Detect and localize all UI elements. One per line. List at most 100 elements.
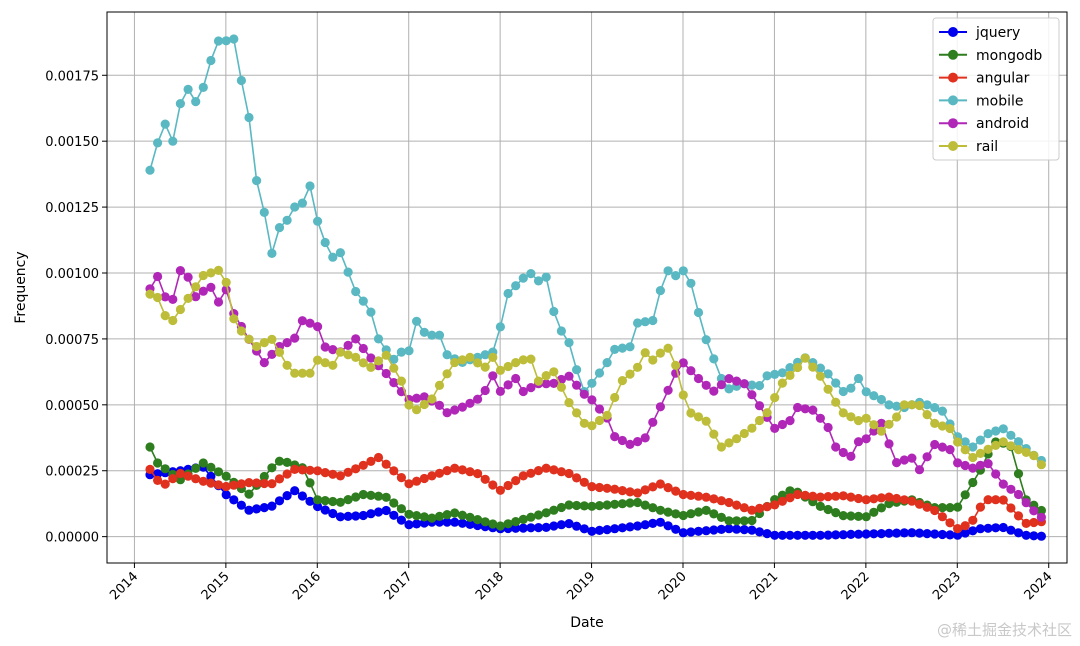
legend-marker — [948, 141, 958, 151]
legend-marker — [948, 49, 958, 60]
data-point-mongodb — [838, 510, 848, 521]
data-point-jquery — [968, 526, 978, 536]
data-point-rail — [846, 412, 856, 422]
data-point-rail — [221, 277, 231, 287]
data-point-jquery — [587, 526, 597, 536]
data-point-mongodb — [686, 509, 696, 519]
data-point-mongodb — [366, 490, 376, 500]
data-point-mobile — [297, 198, 307, 208]
data-point-jquery — [785, 530, 795, 540]
data-point-mobile — [663, 266, 673, 276]
data-point-angular — [922, 502, 932, 512]
data-point-jquery — [777, 530, 788, 540]
data-point-android — [313, 322, 323, 332]
data-point-android — [884, 439, 894, 449]
data-point-mongodb — [709, 509, 719, 519]
data-point-jquery — [640, 520, 650, 530]
data-point-android — [366, 353, 376, 363]
data-point-rail — [625, 369, 635, 379]
data-point-mobile — [754, 381, 765, 391]
data-point-rail — [191, 282, 201, 292]
data-point-rail — [701, 416, 711, 426]
data-point-mobile — [434, 330, 445, 340]
data-point-angular — [366, 456, 376, 466]
data-point-angular — [1029, 517, 1039, 528]
data-point-jquery — [1036, 531, 1046, 541]
data-point-mobile — [221, 36, 231, 46]
data-point-angular — [648, 482, 658, 492]
data-point-jquery — [244, 505, 254, 515]
data-point-android — [526, 383, 536, 393]
data-point-mobile — [777, 368, 788, 378]
legend-label: android — [976, 116, 1029, 132]
data-point-mobile — [549, 306, 559, 317]
data-point-jquery — [282, 491, 292, 501]
data-point-android — [892, 458, 902, 468]
legend-marker — [948, 118, 958, 129]
data-point-jquery — [716, 524, 727, 535]
data-point-jquery — [701, 526, 711, 536]
data-point-jquery — [869, 529, 879, 539]
data-point-rail — [648, 355, 658, 365]
data-point-android — [853, 437, 864, 447]
data-point-mobile — [617, 343, 628, 353]
data-point-mobile — [259, 207, 269, 217]
data-point-mongodb — [480, 517, 490, 527]
data-point-jquery — [823, 530, 833, 540]
data-point-angular — [457, 465, 467, 475]
data-point-mongodb — [556, 502, 567, 513]
y-tick-label: 0.00050 — [45, 399, 99, 414]
data-point-angular — [290, 464, 300, 474]
data-point-mobile — [633, 318, 643, 328]
data-point-android — [191, 292, 201, 302]
data-point-angular — [343, 467, 353, 477]
series-rail — [145, 265, 1046, 470]
data-point-jquery — [899, 528, 909, 538]
data-point-angular — [960, 521, 970, 531]
data-point-mongodb — [968, 477, 978, 488]
x-tick-label: 2016 — [290, 569, 324, 603]
data-point-android — [160, 292, 170, 302]
data-point-jquery — [556, 520, 567, 530]
data-point-angular — [770, 500, 780, 510]
data-point-jquery — [389, 510, 399, 520]
data-point-jquery — [884, 528, 894, 538]
data-point-angular — [800, 490, 810, 500]
legend-item-android: android — [939, 116, 1029, 132]
data-point-android — [693, 373, 704, 384]
data-point-rail — [716, 442, 727, 452]
data-point-mongodb — [724, 516, 734, 526]
y-tick-label: 0.00075 — [45, 333, 99, 348]
data-point-android — [945, 445, 955, 455]
data-point-jquery — [267, 501, 277, 511]
y-tick-label: 0.00125 — [45, 201, 99, 216]
data-point-mongodb — [633, 497, 643, 508]
data-point-jquery — [808, 530, 818, 540]
data-point-mobile — [389, 354, 399, 364]
data-point-jquery — [876, 529, 887, 539]
data-point-jquery — [1021, 530, 1031, 540]
data-point-rail — [366, 362, 376, 372]
data-point-jquery — [229, 495, 239, 505]
data-point-mongodb — [693, 507, 704, 517]
data-point-angular — [518, 471, 528, 481]
data-point-jquery — [373, 507, 384, 517]
data-point-android — [183, 272, 193, 282]
data-point-jquery — [1029, 531, 1039, 541]
data-point-android — [686, 366, 696, 376]
data-point-angular — [785, 493, 795, 503]
data-point-android — [724, 374, 734, 384]
data-point-mobile — [678, 266, 688, 276]
data-point-jquery — [770, 530, 780, 540]
data-point-angular — [602, 483, 612, 493]
data-point-android — [434, 400, 445, 410]
data-point-android — [587, 395, 597, 405]
data-point-jquery — [815, 530, 826, 540]
data-point-mongodb — [313, 495, 323, 505]
data-point-mongodb — [732, 516, 742, 526]
data-point-rail — [968, 452, 978, 463]
x-axis-title: Date — [570, 615, 603, 631]
data-point-rail — [358, 358, 368, 368]
data-point-rail — [389, 363, 399, 373]
data-point-jquery — [564, 519, 574, 529]
